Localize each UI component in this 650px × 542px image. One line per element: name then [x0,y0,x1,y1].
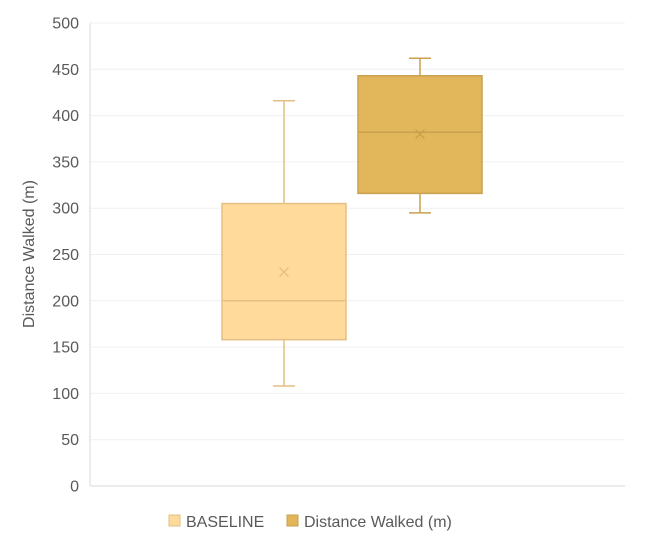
mean-marker [415,129,425,140]
y-tick-labels: 0 50 100 150 200 250 300 350 400 450 500 [52,16,79,496]
legend-label: Distance Walked (m) [304,514,452,531]
y-tick-label: 0 [70,479,79,496]
legend-item: Distance Walked (m) [286,514,452,531]
box-distance-walked [357,57,483,214]
y-axis-title: Distance Walked (m) [21,180,38,328]
y-tick-label: 50 [61,432,79,449]
y-tick-label: 150 [52,340,79,357]
box-baseline [221,100,347,387]
legend-swatch [286,514,299,527]
legend-item: BASELINE [168,514,264,531]
y-tick-label: 300 [52,201,79,218]
y-tick-label: 400 [52,108,79,125]
gridlines [90,22,625,441]
y-tick-label: 100 [52,386,79,403]
y-tick-label: 500 [52,16,79,33]
y-tick-label: 450 [52,62,79,79]
y-tick-label: 350 [52,154,79,171]
legend-label: BASELINE [186,514,264,531]
legend: BASELINE Distance Walked (m) [168,514,452,531]
mean-marker [279,267,289,278]
boxes [221,57,483,387]
y-tick-label: 200 [52,293,79,310]
y-tick-label: 250 [52,247,79,264]
legend-swatch [168,514,181,527]
